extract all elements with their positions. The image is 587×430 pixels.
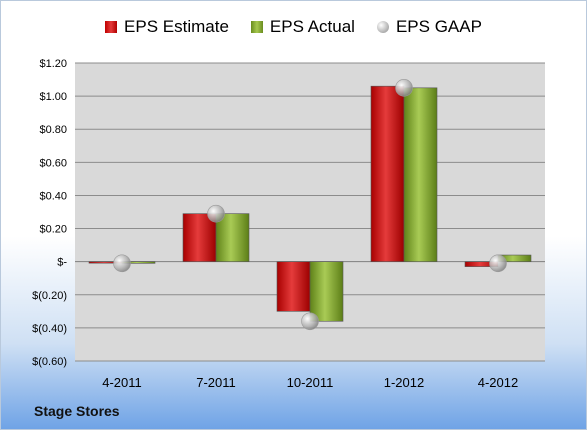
legend-item-eps-actual: EPS Actual bbox=[250, 17, 355, 37]
legend-label-eps-estimate: EPS Estimate bbox=[124, 17, 229, 36]
x-tick-label: 4-2012 bbox=[478, 375, 518, 390]
eps-gaap-marker bbox=[395, 79, 413, 97]
eps-actual-bar bbox=[215, 213, 250, 262]
eps-gaap-marker bbox=[113, 254, 131, 273]
eps-actual-bar bbox=[403, 87, 438, 262]
legend-swatch-eps-actual bbox=[250, 21, 263, 33]
y-tick-label: $1.20 bbox=[39, 58, 67, 70]
y-tick-label: $0.40 bbox=[39, 190, 67, 202]
eps-estimate-bar bbox=[370, 85, 405, 262]
legend-item-eps-gaap: EPS GAAP bbox=[376, 17, 482, 37]
company-name: Stage Stores bbox=[34, 403, 120, 419]
y-tick-label: $(0.60) bbox=[32, 356, 67, 368]
y-tick-label: $0.60 bbox=[39, 157, 67, 169]
x-tick-label: 4-2011 bbox=[102, 375, 142, 390]
legend-label-eps-actual: EPS Actual bbox=[269, 17, 355, 36]
legend-item-eps-estimate: EPS Estimate bbox=[105, 17, 229, 37]
x-tick-label: 10-2011 bbox=[287, 375, 334, 390]
legend: EPS Estimate EPS Actual EPS GAAP bbox=[1, 17, 586, 37]
y-tick-label: $(0.20) bbox=[32, 290, 67, 302]
eps-gaap-marker bbox=[489, 254, 507, 273]
eps-gaap-marker bbox=[301, 312, 319, 331]
y-tick-label: $0.20 bbox=[39, 224, 67, 236]
y-tick-label: $1.00 bbox=[39, 91, 67, 103]
eps-estimate-bar bbox=[276, 261, 311, 312]
y-tick-label: $(0.40) bbox=[32, 323, 67, 335]
x-tick-label: 7-2011 bbox=[196, 375, 236, 390]
legend-swatch-eps-estimate bbox=[105, 21, 118, 33]
x-tick-label: 1-2012 bbox=[384, 375, 424, 390]
legend-label-eps-gaap: EPS GAAP bbox=[395, 17, 482, 36]
eps-gaap-marker bbox=[207, 204, 225, 223]
legend-swatch-eps-gaap bbox=[376, 21, 389, 33]
y-tick-label: $0.80 bbox=[39, 124, 67, 136]
eps-estimate-bar bbox=[182, 213, 217, 262]
y-tick-label: $- bbox=[57, 257, 67, 269]
eps-actual-bar bbox=[309, 261, 344, 322]
